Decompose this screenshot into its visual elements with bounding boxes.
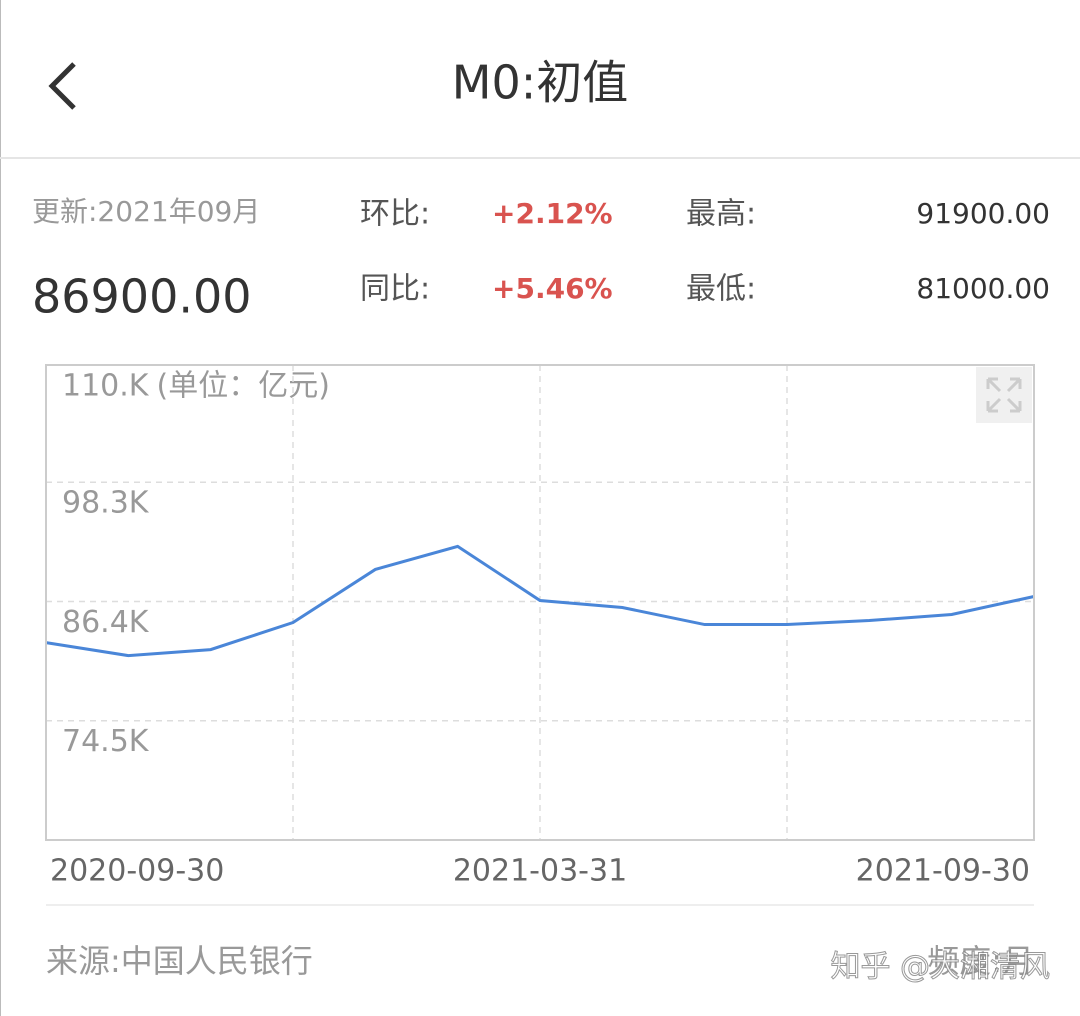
plot-frame	[45, 364, 1035, 841]
source: 来源:中国人民银行	[46, 942, 313, 980]
frequency: 频度:月	[927, 942, 1034, 980]
back-button[interactable]	[48, 62, 76, 110]
y-unit: (单位：亿元)	[156, 369, 329, 404]
expand-bg	[976, 367, 1032, 423]
expand-button[interactable]	[976, 367, 1032, 423]
x-tick-label: 2020-09-30	[50, 854, 224, 889]
y-tick-label: 74.5K	[62, 724, 150, 759]
current-value: 86900.00	[32, 270, 252, 324]
low-value: 81000.00	[916, 272, 1050, 305]
high-value: 91900.00	[916, 197, 1050, 230]
low-label: 最低:	[686, 272, 756, 307]
high-label: 最高:	[686, 197, 756, 232]
y-tick-label: 98.3K	[62, 486, 150, 521]
expand-icon	[986, 377, 1022, 413]
yoy-label: 同比:	[360, 272, 430, 307]
updated: 更新:2021年09月	[32, 195, 260, 228]
mom-value: +2.12%	[492, 197, 613, 230]
chart: 74.5K 86.4K 98.3K 110.K (单位：亿元) 2020-09-30 202…	[45, 365, 1035, 889]
yoy-value: +5.46%	[492, 272, 613, 305]
data-line	[45, 544, 1035, 658]
page-title: M0:初值	[452, 56, 628, 110]
watermark: 知乎 @大湘清风	[830, 950, 1050, 985]
x-tick-label: 2021-03-31	[453, 854, 627, 889]
y-tick-label: 110.K	[62, 369, 150, 404]
x-tick-label: 2021-09-30	[856, 854, 1030, 889]
y-tick-label: 86.4K	[62, 605, 150, 640]
mom-label: 环比:	[360, 197, 430, 232]
